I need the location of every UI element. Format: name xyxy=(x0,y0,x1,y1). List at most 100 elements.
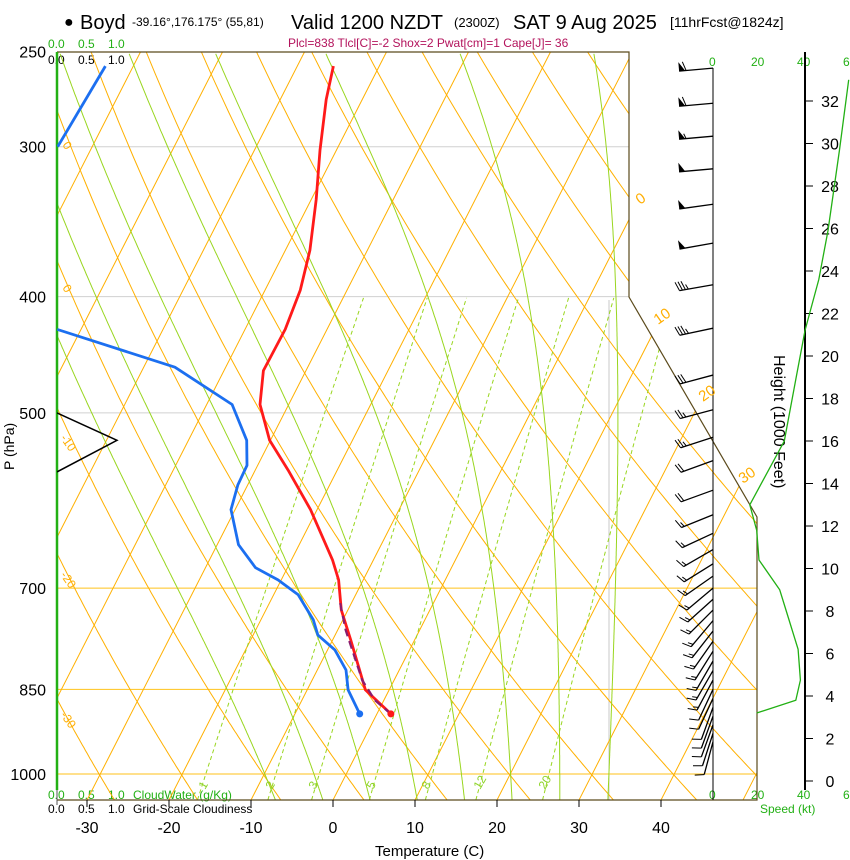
temperature-tick-label: 40 xyxy=(652,820,670,837)
barb-full xyxy=(680,374,687,383)
barb-full xyxy=(687,708,698,711)
height-tick-label: 18 xyxy=(821,392,839,409)
cloudwater-tick: 0.0 xyxy=(48,37,65,51)
barb-staff xyxy=(688,609,714,635)
wind-barb xyxy=(679,598,714,623)
cloudiness-tick: 0.0 xyxy=(48,802,65,816)
wind-barb xyxy=(678,130,714,140)
dry-adiabat-line xyxy=(57,52,115,800)
wind-barb xyxy=(674,489,714,503)
height-tick-label: 2 xyxy=(826,732,835,749)
isotherm-line xyxy=(250,52,634,800)
temperature-line xyxy=(258,65,392,715)
wind-barb xyxy=(682,630,714,659)
wind-barb xyxy=(687,679,714,711)
mixing-ratio-line xyxy=(475,297,615,800)
barb-staff xyxy=(681,532,714,549)
wind-barb xyxy=(678,61,714,72)
height-tick-label: 20 xyxy=(821,349,839,366)
barb-staff xyxy=(701,733,714,766)
wind-barb xyxy=(689,689,714,721)
utc-time: (2300Z) xyxy=(454,15,500,30)
wind-barb xyxy=(674,436,714,449)
height-tick-label: 24 xyxy=(821,264,839,281)
speed-tick: 6 xyxy=(843,788,850,802)
height-tick-label: 8 xyxy=(826,604,835,621)
temperature-tick-label: 0 xyxy=(329,820,338,837)
cloudiness-line xyxy=(57,412,119,473)
station-name: Boyd xyxy=(80,12,126,34)
wind-barb xyxy=(678,162,714,173)
barb-staff xyxy=(680,489,714,503)
mixing-ratio-label: 3 xyxy=(305,778,321,791)
wind-barb xyxy=(677,575,714,597)
isotherm-label: 30 xyxy=(736,464,759,487)
parcel-line xyxy=(339,602,392,715)
dewpoint-line xyxy=(57,328,361,715)
barb-staff xyxy=(680,460,714,473)
barb-staff xyxy=(698,689,714,721)
barb-half xyxy=(680,542,686,547)
moist-adiabat-line xyxy=(128,53,418,800)
dry-adiabat-label: 0 xyxy=(60,282,75,296)
barb-full xyxy=(674,494,682,503)
isotherm-label: 0 xyxy=(633,190,650,209)
barb-staff xyxy=(695,670,714,701)
mixing-ratio-line xyxy=(197,297,364,800)
stability-indices: Plcl=838 Tlcl[C]=-2 Shox=2 Pwat[cm]=1 Ca… xyxy=(288,36,569,50)
barb-staff xyxy=(679,135,714,140)
barb-full xyxy=(684,665,694,670)
height-tick-label: 16 xyxy=(821,434,839,451)
barb-half xyxy=(693,706,699,708)
barb-full xyxy=(674,375,681,385)
dry-adiabat-line xyxy=(200,52,697,800)
isotherm-line xyxy=(578,52,757,800)
plot-border xyxy=(57,51,758,801)
barb-staff xyxy=(686,587,714,611)
wind-barb xyxy=(693,733,714,767)
barb-full xyxy=(677,409,684,419)
axis-labels: -30 -20 -10 0 10 20 30 402503004005007008501000… xyxy=(10,45,759,837)
mixing-ratio-line xyxy=(542,297,674,800)
moist-adiabat-line xyxy=(459,53,561,800)
barb-staff xyxy=(679,409,714,420)
wind-barb xyxy=(674,325,714,336)
dry-adiabat-line xyxy=(311,52,757,800)
barb-staff xyxy=(679,203,714,210)
isotherm-line xyxy=(168,52,552,800)
barb-pennant xyxy=(678,200,686,209)
wind-barb xyxy=(676,548,714,568)
wind-speed-line xyxy=(749,79,850,714)
barb-staff xyxy=(692,640,714,670)
dry-adiabat-line xyxy=(57,52,448,800)
isotherm-line xyxy=(496,52,757,800)
barb-half xyxy=(680,522,685,527)
barb-full xyxy=(677,493,685,502)
barb-pennant xyxy=(678,130,686,140)
moist-adiabat-line xyxy=(57,53,276,800)
barb-half xyxy=(682,412,687,418)
wind-barb xyxy=(674,409,714,420)
barb-pennant xyxy=(678,162,686,172)
barb-full xyxy=(674,439,682,449)
speed-tick: 6 xyxy=(843,55,850,69)
barb-full xyxy=(685,677,696,681)
wind-barb xyxy=(689,698,714,730)
barb-half xyxy=(681,561,687,566)
isotherm-line xyxy=(57,52,388,800)
mixing-ratio-line xyxy=(424,297,570,800)
barb-half xyxy=(692,696,698,698)
cloudwater-label: CloudWater (g/Kg) xyxy=(133,788,232,802)
cloudiness-tick: 0.5 xyxy=(78,802,95,816)
wind-barb xyxy=(684,640,714,670)
temperature-tick-label: 10 xyxy=(406,820,424,837)
dry-adiabat-label: -30 xyxy=(58,709,80,732)
barb-half xyxy=(687,642,694,645)
isotherm-line xyxy=(742,52,757,800)
dry-adiabat-label: -10 xyxy=(58,432,80,455)
barb-half xyxy=(682,441,687,447)
cloudwater-tick: 1.0 xyxy=(108,788,125,802)
barb-half xyxy=(692,686,698,689)
wind-barb xyxy=(691,707,714,740)
